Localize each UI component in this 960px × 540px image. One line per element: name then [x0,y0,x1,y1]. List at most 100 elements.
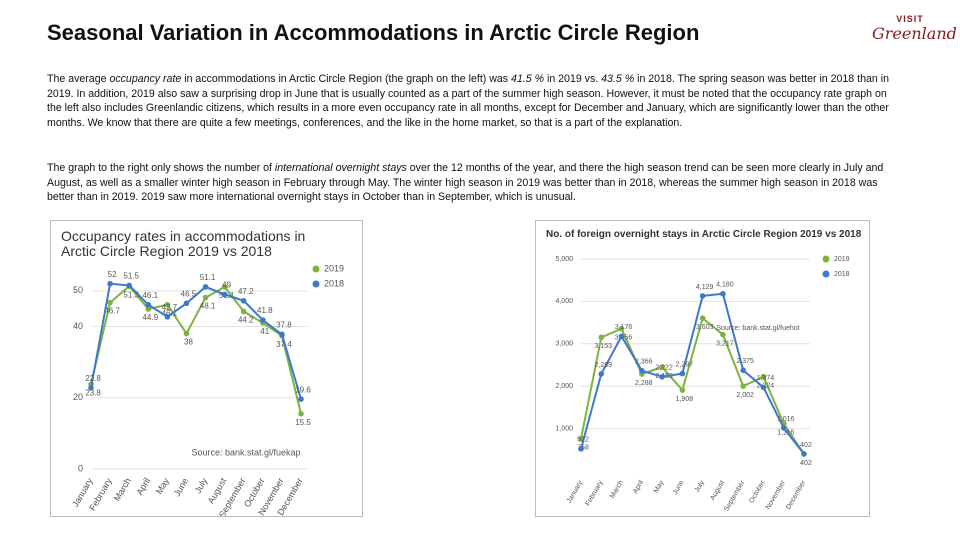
x-tick-label: August [709,479,726,501]
data-label: 42.7 [162,303,178,312]
data-label: 51.3 [123,290,139,299]
data-label: 2,288 [635,380,653,387]
data-label: 3,176 [615,324,633,331]
point [679,370,686,377]
point [88,384,94,391]
line [90,284,302,415]
point [221,284,228,290]
data-label: 1,908 [676,396,694,403]
chart-panel: Occupancy rates in accommodations in Arc… [50,220,363,519]
x-tick-label: May [653,479,666,494]
data-label: 52 [108,270,117,279]
text: in accommodations in Arctic Circle Regio… [181,73,512,85]
text: occupancy rate [109,73,182,85]
x-tick-label: February [585,479,605,507]
point [780,425,787,431]
point [202,294,209,301]
point [202,284,209,290]
data-label: 2,222 [655,365,673,372]
point [145,306,152,312]
point [699,315,706,322]
y-tick-label: 0 [78,463,83,473]
point [279,331,285,338]
chart-title: Occupancy rates in accommodations in Arc… [61,228,306,259]
x-tick-label: March [609,479,625,499]
data-label: 46.5 [181,289,197,298]
text: The graph to the right only shows the nu… [47,162,275,174]
data-label: 402 [800,460,812,467]
point [659,364,665,370]
point [699,293,706,299]
data-label: 3,217 [716,340,734,347]
data-label: 41 [260,327,269,336]
x-tick-label: March [112,476,133,503]
logo-bottom: Greenland [872,24,957,43]
text: over the 12 months of the year, and ther… [47,162,884,203]
data-label: 51.5 [123,272,139,281]
point [740,383,746,389]
point [659,373,665,380]
text: The average [47,73,110,85]
text: international overnight stays [274,162,407,174]
point [183,300,190,307]
y-tick-label: 2,000 [555,383,573,390]
y-tick-label: 1,000 [555,425,573,432]
point [598,334,605,341]
point [240,308,247,315]
data-label: 38 [184,338,193,347]
point [760,384,767,391]
data-label: 2,375 [736,358,754,365]
point [598,371,605,377]
line [90,282,302,400]
y-tick-label: 4,000 [555,298,573,305]
point [298,396,304,402]
y-tick-label: 50 [73,285,83,295]
legend-label: 2019 [324,263,344,273]
legend-label: 2018 [834,271,850,278]
data-label: 522 [577,437,589,444]
logo-top: VISIT [896,14,924,24]
data-label: 2,297 [676,361,694,368]
legend-marker [312,265,320,273]
point [618,333,625,340]
y-tick-label: 20 [73,392,83,402]
x-tick-label: September [723,479,747,513]
chart-panel: No. of foreign overnight stays in Arctic… [535,220,870,517]
paragraph: The graph to the right only shows the nu… [47,161,897,205]
point [107,280,113,287]
data-label: 19.6 [295,385,311,394]
x-tick-label: November [765,479,788,511]
text: 41.5 % [511,73,545,85]
point [183,330,190,337]
point [240,297,247,304]
data-label: 3,153 [595,343,613,350]
data-label: 44.2 [238,316,254,325]
x-tick-label: October [748,479,767,505]
text: 43.5 % [601,73,635,85]
data-label: 2,366 [635,359,653,366]
x-tick-label: April [134,476,152,497]
source: Source: bank.stat.gl/fuekap [191,447,300,457]
x-tick-label: May [154,476,171,496]
data-label: 41.8 [257,306,273,315]
data-label: 1,974 [757,375,775,382]
x-tick-label: December [785,479,808,511]
data-label: 2,002 [736,392,754,399]
y-tick-label: 5,000 [555,256,573,263]
source: Source: bank.stat.gl/fuehot [716,325,799,332]
data-label: 48.1 [200,302,216,311]
legend-marker [822,270,830,278]
data-label: 402 [800,442,812,449]
data-label: 49 [222,280,231,289]
data-label: 51.1 [200,273,216,282]
text: in 2019 vs. [544,73,602,85]
data-label: 23.8 [85,388,101,397]
legend-marker [312,280,320,288]
point [221,291,228,298]
y-tick-label: 3,000 [555,341,573,348]
data-label: 46.1 [142,291,158,300]
legend-marker [822,255,830,263]
point [164,314,171,320]
x-tick-label: June [672,479,686,496]
